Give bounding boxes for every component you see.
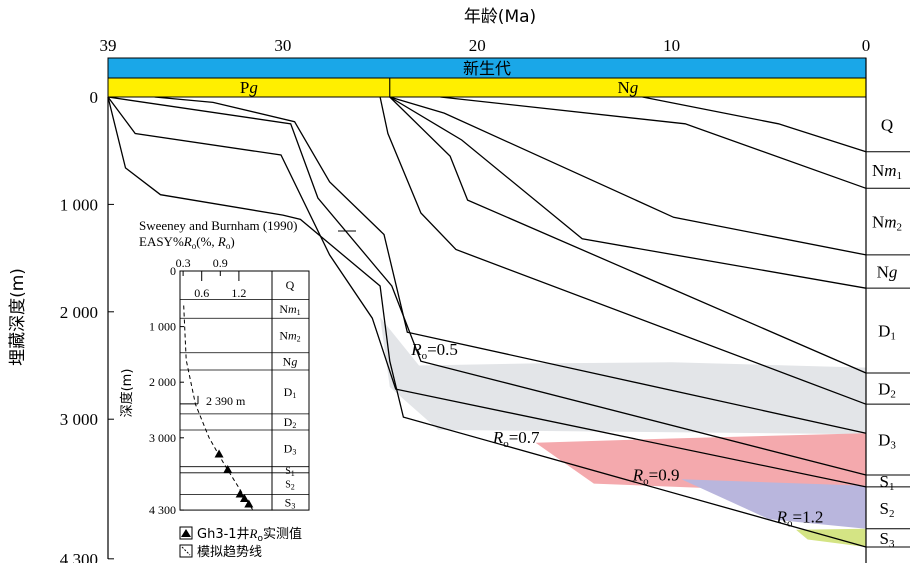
burial-curve-9 <box>440 96 867 189</box>
inset-depth-tick: 3 000 <box>149 431 176 445</box>
legend-trend-label: 模拟趋势线 <box>197 544 262 560</box>
strata-label-4: Ng <box>877 263 898 282</box>
burial-curve-6 <box>389 96 867 374</box>
left-axis-label: 埋藏深度(m) <box>8 268 28 366</box>
inset-annotation: 2 390 m <box>206 394 246 408</box>
inset-depth-tick: 4 300 <box>149 503 176 517</box>
left-axis-ticks: 0 1 000 2 000 3 000 4 300 <box>60 88 114 568</box>
inset-measured-point <box>239 493 249 502</box>
ro-zone-pink <box>535 433 866 495</box>
burial-curve-8 <box>389 96 867 256</box>
inset-ro-tick-top: 0.3 <box>176 256 191 270</box>
strata-label-10: S3 <box>880 529 895 550</box>
period-label-1: Pg <box>240 78 258 97</box>
inset-strata-label-D3: D3 <box>284 441 297 456</box>
top-tick-label: 30 <box>274 36 291 55</box>
ro-label-1: Ro=0.5 <box>410 340 458 362</box>
legend-measured-label: Gh3-1井Ro实测值 <box>197 526 302 544</box>
inset-ro-tick-bottom: 0.6 <box>194 286 209 300</box>
ro-labels: Ro=0.5 Ro=0.7 Ro=0.9 Ro=1.2 <box>410 340 823 530</box>
left-tick-label: 4 300 <box>60 550 98 563</box>
ro-label-2: Ro=0.7 <box>492 428 540 450</box>
period-label-2: Ng <box>618 78 639 97</box>
inset-ro-profile: Sweeney and Burnham (1990) EASY%Ro(%, Ro… <box>119 218 356 560</box>
burial-curve-4 <box>154 96 867 434</box>
period-bar: Pg Ng <box>107 77 867 98</box>
strata-label-1: Q <box>881 115 893 134</box>
ro-label-3: Ro=0.9 <box>632 465 680 487</box>
inset-measured-point <box>244 499 254 508</box>
inset-strata-frame <box>271 270 310 511</box>
inset-measured-point <box>235 489 245 498</box>
inset-ro-tick-bottom: 1.2 <box>231 286 246 300</box>
strata-label-6: D2 <box>878 380 896 401</box>
burial-curve-7 <box>389 96 867 289</box>
strata-column: Q Nm1 Nm2 Ng D1 D2 D3 S1 S2 S3 <box>865 58 910 563</box>
inset-strata-label-Nm2: Nm2 <box>279 328 300 343</box>
strata-label-3: Nm2 <box>872 213 902 234</box>
inset-legend: Gh3-1井Ro实测值 模拟趋势线 <box>179 526 302 560</box>
inset-measured-point <box>214 449 224 458</box>
inset-caption-line1: Sweeney and Burnham (1990) <box>139 218 298 233</box>
strata-label-2: Nm1 <box>872 161 902 182</box>
strata-label-5: D1 <box>878 322 896 343</box>
inset-strata-label-D1: D1 <box>284 385 297 400</box>
ro-zone-grey <box>380 317 866 435</box>
left-tick-label: 2 000 <box>60 303 98 322</box>
inset-strata-label-S1: S1 <box>285 466 295 478</box>
inset-measured-point <box>223 465 233 474</box>
top-tick-label: 39 <box>100 36 117 55</box>
inset-strata-label-S2: S2 <box>285 480 295 492</box>
inset-depth-tick: 0 <box>170 264 176 278</box>
inset-strata-label-Ng: Ng <box>283 354 298 368</box>
inset-depth-tick: 2 000 <box>149 375 176 389</box>
era-label: 新生代 <box>463 59 511 78</box>
strata-label-9: S2 <box>880 499 895 520</box>
left-tick-label: 1 000 <box>60 195 98 214</box>
inset-strata-label-Nm1: Nm1 <box>279 302 300 317</box>
top-tick-label: 0 <box>862 36 871 55</box>
triangle-icon <box>181 529 191 537</box>
inset-plot: 0.3 0.9 0.6 1.2 0 1 000 2 000 3 000 4 300 Q Nm1 Nm2… <box>149 256 310 517</box>
strata-label-8: S1 <box>880 472 895 493</box>
strata-label-7: D3 <box>878 431 896 452</box>
ro-zone-purple <box>681 479 866 529</box>
trend-line-icon <box>181 546 191 556</box>
burial-curve-5 <box>379 96 867 405</box>
burial-curve-2 <box>107 96 867 488</box>
inset-strata-label-S3: S3 <box>285 495 296 510</box>
inset-depth-tick: 1 000 <box>149 320 176 334</box>
inset-strata-label-D2: D2 <box>284 415 297 430</box>
left-tick-label: 3 000 <box>60 410 98 429</box>
inset-trend-line <box>183 305 253 510</box>
ro-label-4: Ro=1.2 <box>776 507 824 529</box>
inset-strata-label-Q: Q <box>286 278 295 292</box>
left-tick-label: 0 <box>90 88 99 107</box>
burial-curve-10 <box>642 96 867 153</box>
top-tick-label: 10 <box>663 36 680 55</box>
legend-trend-box <box>179 544 193 558</box>
inset-frame-left <box>179 270 273 511</box>
burial-curve-1 <box>107 96 867 548</box>
top-tick-label: 20 <box>469 36 486 55</box>
top-axis-label: 年龄(Ma) <box>464 7 536 27</box>
burial-curves <box>107 96 867 548</box>
burial-curve-3 <box>107 96 867 476</box>
inset-ro-tick-top: 0.9 <box>213 256 228 270</box>
inset-y-label: 深度(m) <box>119 369 135 418</box>
inset-caption-line2: EASY%Ro(%, Ro) <box>139 234 235 251</box>
